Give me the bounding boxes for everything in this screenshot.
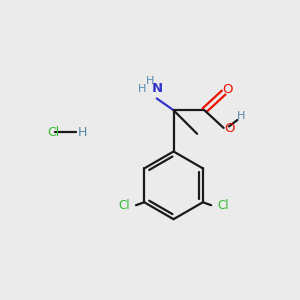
Text: H: H	[138, 84, 146, 94]
Text: H: H	[78, 126, 88, 139]
Text: Cl: Cl	[47, 126, 59, 139]
Text: H: H	[146, 76, 154, 86]
Text: N: N	[152, 82, 163, 95]
Text: H: H	[237, 111, 245, 121]
Text: Cl: Cl	[218, 199, 229, 212]
Text: Cl: Cl	[118, 199, 130, 212]
Text: O: O	[224, 122, 234, 135]
Text: O: O	[222, 83, 232, 96]
